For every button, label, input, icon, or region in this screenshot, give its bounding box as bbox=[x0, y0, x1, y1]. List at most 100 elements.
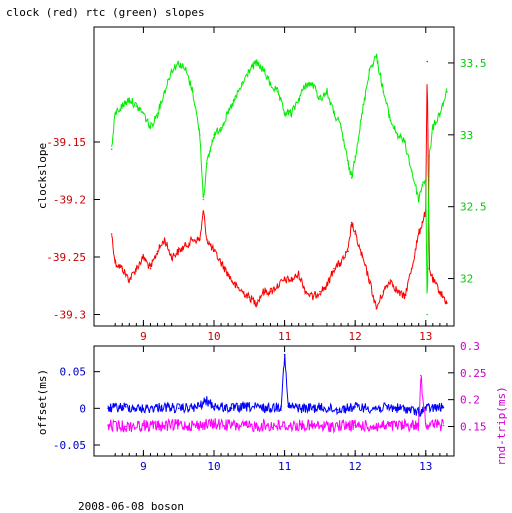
bottom-series-rnd-trip-point bbox=[213, 423, 215, 425]
bottom-series-rnd-trip-point bbox=[417, 424, 420, 427]
bottom-series-offset-point bbox=[280, 405, 282, 407]
top-series-clock-point bbox=[417, 233, 420, 235]
top-series-rtc-point bbox=[426, 313, 428, 316]
top-left-y-tick-label: -39.2 bbox=[53, 194, 86, 207]
top-series-rtc-point bbox=[304, 83, 307, 86]
top-left-axis-label: clockslope bbox=[36, 143, 49, 209]
top-series-rtc-point bbox=[114, 112, 116, 115]
bottom-series-offset-point bbox=[107, 407, 109, 410]
bottom-series-rnd-trip-point bbox=[266, 424, 268, 427]
bottom-series-offset-point bbox=[301, 407, 304, 410]
top-series-rtc-point bbox=[446, 90, 448, 93]
top-series-rtc-point bbox=[347, 162, 349, 165]
top-series-rtc-point bbox=[262, 69, 265, 71]
bottom-left-y-tick-label: 0.05 bbox=[60, 366, 87, 379]
top-series-clock-point bbox=[114, 261, 116, 264]
bottom-series-rnd-trip-point bbox=[248, 425, 251, 428]
bottom-plot-marks: 9 10 11 12 13 0.05 0 -0.05 0.3 0.25 0.2 0.15 bbox=[53, 340, 487, 473]
bottom-x-tick-label-11: 11 bbox=[278, 460, 291, 473]
top-series-clock-point bbox=[432, 279, 434, 281]
bottom-right-y-tick-label: 0.2 bbox=[460, 394, 480, 407]
top-series-clock-point bbox=[361, 256, 364, 258]
bottom-right-axis-label: rnd-trip(ms) bbox=[495, 386, 508, 465]
bottom-x-tick-label-10: 10 bbox=[207, 460, 220, 473]
top-series-rtc-point bbox=[333, 112, 335, 115]
top-series-clock-point bbox=[202, 210, 205, 212]
bottom-series-offset-point bbox=[319, 406, 321, 409]
bottom-plot-frame bbox=[93, 345, 455, 457]
bottom-series-offset-point bbox=[195, 406, 198, 409]
top-series-clock-point bbox=[389, 279, 392, 281]
bottom-series-rnd-trip-point bbox=[354, 424, 356, 427]
top-left-y-tick-label: -39.25 bbox=[46, 251, 86, 264]
top-series-clock-point bbox=[156, 250, 159, 253]
top-series-rtc-point bbox=[163, 90, 166, 93]
bottom-series-offset-line bbox=[107, 353, 444, 417]
top-series-clock-point bbox=[248, 296, 251, 299]
top-series-rtc-point bbox=[220, 126, 222, 129]
top-series-rtc-point bbox=[361, 112, 364, 115]
top-series-clock-point bbox=[192, 238, 194, 241]
top-series-rtc-point bbox=[128, 98, 131, 100]
top-series-rtc-point bbox=[255, 62, 258, 64]
top-series-clock-point bbox=[304, 290, 307, 293]
bottom-series-rnd-trip-point bbox=[424, 423, 427, 425]
top-series-rtc-point bbox=[213, 134, 215, 136]
bottom-series-rnd-trip-point bbox=[124, 425, 127, 428]
top-series-rtc-point bbox=[156, 112, 159, 115]
bottom-series-rnd-trip-point bbox=[372, 425, 374, 428]
top-plot-marks: 9 10 11 12 13 -39.15 -39.2 -39.25 -39.3 33.5 33 32.… bbox=[46, 27, 487, 343]
top-series-clock-point bbox=[333, 267, 335, 270]
bottom-right-y-tick-label: 0.3 bbox=[460, 340, 480, 353]
bottom-series-offset-point bbox=[266, 407, 268, 410]
bottom-series-offset-point bbox=[336, 409, 339, 411]
top-series-clock-point bbox=[184, 244, 187, 247]
top-x-tick-label-9: 9 bbox=[140, 330, 147, 343]
top-series-clock-point bbox=[426, 60, 428, 63]
top-series-clock-point bbox=[227, 273, 229, 276]
top-series-clock-point bbox=[255, 302, 258, 304]
top-series-clock-point bbox=[354, 233, 356, 235]
top-series-rtc-point bbox=[428, 155, 431, 158]
top-series-clock-point bbox=[319, 290, 321, 293]
top-right-y-tick-label: 33 bbox=[460, 129, 473, 142]
top-series-clock-point bbox=[410, 267, 413, 270]
top-series-clock-point bbox=[396, 290, 399, 293]
top-series-rtc-point bbox=[184, 69, 187, 71]
top-series-rtc-point bbox=[297, 98, 300, 100]
top-x-tick-label-10: 10 bbox=[207, 330, 220, 343]
top-x-tick-label-13: 13 bbox=[419, 330, 432, 343]
top-series-clock-point bbox=[290, 279, 293, 281]
top-series-rtc-point bbox=[432, 126, 434, 129]
top-series-rtc-point bbox=[403, 141, 406, 143]
bottom-series-rnd-trip-point bbox=[177, 424, 180, 426]
bottom-series-offset-point bbox=[206, 400, 208, 402]
top-series-rtc-point bbox=[396, 134, 399, 136]
top-series-rtc-point bbox=[110, 148, 113, 150]
bottom-x-tick-label-13: 13 bbox=[419, 460, 432, 473]
top-series-rtc-point bbox=[340, 126, 342, 129]
top-series-rtc-point bbox=[241, 83, 244, 86]
bottom-series-offset-point bbox=[213, 405, 215, 407]
top-series-clock-point bbox=[199, 238, 201, 241]
bottom-series-rnd-trip-point bbox=[420, 374, 422, 377]
top-series-rtc-point bbox=[199, 134, 201, 136]
bottom-series-rnd-trip-point bbox=[230, 424, 233, 427]
top-series-clock-point bbox=[170, 256, 173, 258]
bottom-right-y-tick-label: 0.15 bbox=[460, 420, 487, 433]
bottom-right-y-tick-label: 0.25 bbox=[460, 367, 487, 380]
bottom-left-y-tick-label: -0.05 bbox=[53, 439, 86, 452]
top-series-clock-point bbox=[347, 250, 349, 253]
bottom-series-rnd-trip-point bbox=[107, 424, 109, 427]
top-series-rtc-point bbox=[312, 83, 314, 86]
top-series-clock-point bbox=[428, 267, 431, 270]
top-series-rtc-point bbox=[283, 112, 286, 115]
top-series-rtc-point bbox=[290, 112, 293, 115]
bottom-left-y-tick-label: 0 bbox=[79, 402, 86, 415]
bottom-series-offset-point bbox=[160, 406, 162, 408]
bottom-series-offset-point bbox=[372, 407, 374, 410]
bottom-series-rnd-trip-point bbox=[195, 424, 198, 427]
top-series-clock-point bbox=[149, 267, 152, 270]
top-series-clock-point bbox=[276, 284, 279, 287]
bottom-series-rnd-trip-point bbox=[389, 425, 392, 427]
